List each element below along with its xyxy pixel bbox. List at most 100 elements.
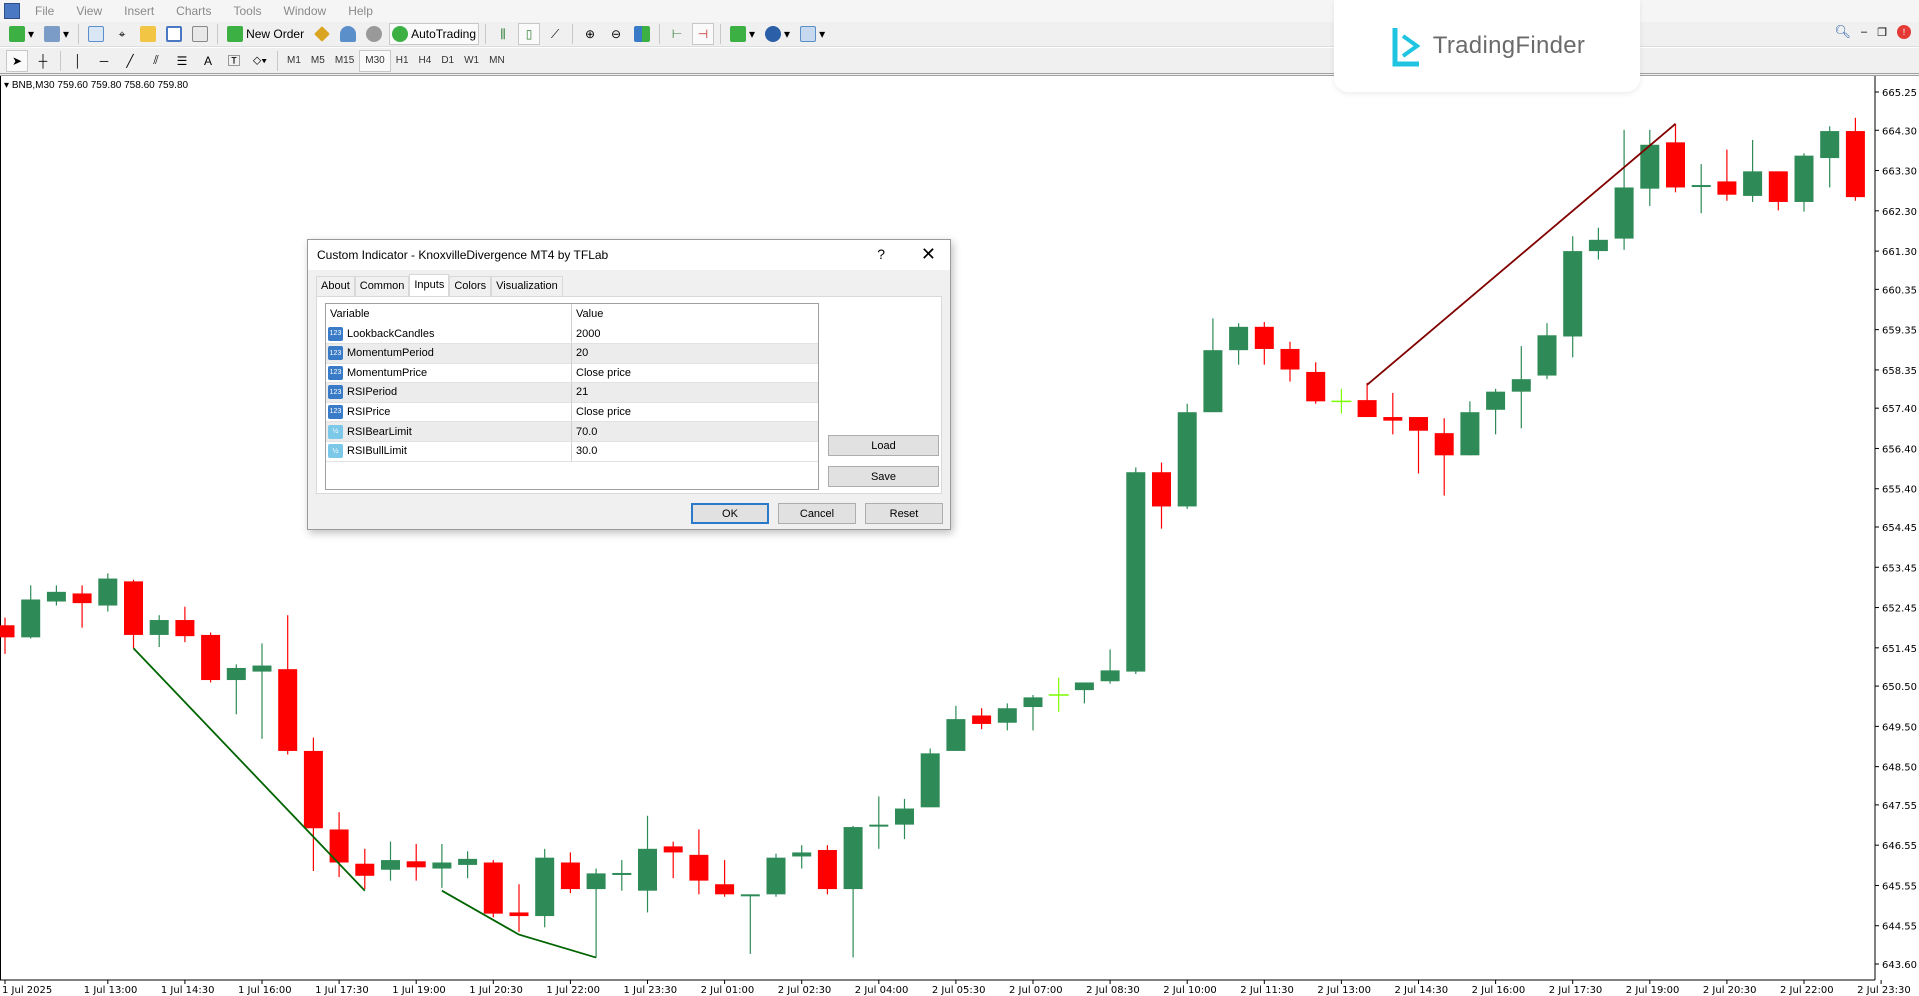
bearish-candle [483,862,503,914]
strategy-tester-button[interactable] [189,23,211,45]
param-value[interactable]: Close price [576,405,632,418]
cursor-button[interactable]: ➤ [6,49,28,72]
menu-view[interactable]: View [76,4,103,18]
help-button[interactable]: ? [877,246,885,262]
indicators-button[interactable]: ▾ [727,23,758,45]
param-row[interactable]: 123 RSIPeriod 21 [326,382,818,403]
zoom-out-button[interactable]: ⊖ [605,23,627,45]
column-header-variable: Variable [326,304,572,324]
timeframe-m1[interactable]: M1 [287,55,301,66]
zoom-in-button[interactable]: ⊕ [579,23,601,45]
collapse-arrow-icon[interactable]: ▾ [4,80,12,91]
menu-insert[interactable]: Insert [124,4,155,18]
text-button[interactable]: A [197,50,219,72]
text-label-button[interactable]: 🅃 [223,50,245,72]
save-button[interactable]: Save [828,466,939,487]
bearish-candle [1383,417,1403,421]
horizontal-line-button[interactable]: ─ [93,50,115,72]
candlestick-chart-button[interactable]: ▯ [518,23,541,45]
param-value[interactable]: Close price [576,366,632,379]
community-button[interactable] [337,23,359,45]
close-button[interactable]: ✕ [920,244,936,264]
menu-file[interactable]: File [35,4,55,18]
menu-help[interactable]: Help [348,4,373,18]
trendline-button[interactable]: ╱ [119,50,141,72]
vertical-line-button[interactable]: │ [67,50,89,72]
timeframe-w1[interactable]: W1 [464,55,480,66]
data-window-button[interactable]: ⌖ [111,23,133,45]
tab-about[interactable]: About [316,276,355,296]
arrows-button[interactable]: ⬦▾ [249,50,271,72]
timeframe-h4[interactable]: H4 [418,55,432,66]
load-button[interactable]: Load [828,435,939,456]
param-row[interactable]: 123 RSIPrice Close price [326,402,818,423]
param-row[interactable]: 123 MomentumPrice Close price [326,363,818,384]
signals-button[interactable] [363,23,385,45]
notification-icon[interactable]: ! [1897,25,1911,39]
timeframe-bar: M1 M5 M15 M30 H1 H4 D1 W1 MN [282,49,510,72]
bullish-candle [432,862,452,869]
param-value[interactable]: 2000 [576,327,601,340]
param-value[interactable]: 70.0 [576,425,598,438]
equidistant-channel-button[interactable]: ⫽ [145,50,167,72]
param-row[interactable]: 123 LookbackCandles 2000 [326,324,818,344]
bullish-candle [1614,187,1634,239]
terminal-button[interactable] [163,23,185,45]
autotrading-button[interactable]: AutoTrading [389,23,480,45]
timeframe-m30[interactable]: M30 [359,49,391,72]
timeframe-h1[interactable]: H1 [395,55,409,66]
signals-icon [366,26,383,42]
fibonacci-button[interactable]: ☰ [171,50,193,72]
param-value[interactable]: 20 [576,347,589,360]
restore-icon[interactable]: ❐ [1877,26,1887,39]
menu-window[interactable]: Window [283,4,327,18]
param-value[interactable]: 21 [576,386,589,399]
auto-scroll-button[interactable]: ⊣ [692,23,715,45]
time-label: 2 Jul 05:30 [932,985,986,996]
bullish-candle [1177,412,1197,507]
crosshair-button[interactable]: ┼ [32,50,54,72]
tile-windows-button[interactable] [631,23,653,45]
new-chart-button[interactable]: ▾ [6,23,37,45]
timeframe-d1[interactable]: D1 [441,55,455,66]
templates-button[interactable]: ▾ [797,23,828,45]
new-order-button[interactable]: New Order [224,23,307,45]
navigator-button[interactable] [137,23,159,45]
search-icon[interactable]: 🔍︎ [1834,24,1851,39]
timeframe-mn[interactable]: MN [489,55,505,66]
integer-type-icon: 123 [328,385,343,400]
price-label: 650.50 [1882,682,1917,693]
timeframe-m5[interactable]: M5 [310,55,325,66]
separator [659,24,661,44]
tab-common[interactable]: Common [354,276,410,296]
market-watch-button[interactable] [85,23,107,45]
chart-shift-button[interactable]: ⊢ [666,23,688,45]
time-label: 1 Jul 23:30 [624,985,678,996]
param-row[interactable]: ½ RSIBullLimit 30.0 [326,441,818,462]
tab-colors[interactable]: Colors [449,276,492,296]
crosshair-icon: ┼ [38,53,48,68]
line-chart-button[interactable]: ⟋ [544,23,566,45]
price-label: 661.30 [1882,247,1917,258]
tab-visualization[interactable]: Visualization [491,276,563,296]
price-chart[interactable]: 665.25 664.30 663.30 662.30 661.30 660.35 659.… [0,76,1919,996]
periods-button[interactable]: ▾ [762,23,793,45]
timeframe-m15[interactable]: M15 [334,55,355,66]
param-row[interactable]: 123 MomentumPeriod 20 [326,343,818,364]
param-row[interactable]: ½ RSIBearLimit 70.0 [326,422,818,442]
profiles-button[interactable]: ▾ [41,23,72,45]
menu-tools[interactable]: Tools [233,4,262,18]
cancel-button[interactable]: Cancel [778,503,856,524]
param-value[interactable]: 30.0 [576,445,598,458]
minimize-icon[interactable]: – [1861,26,1868,38]
reset-button[interactable]: Reset [865,503,943,524]
double-type-icon: ½ [328,424,343,439]
metaeditor-button[interactable] [311,23,333,45]
bar-chart-button[interactable]: ⫼ [492,23,514,45]
text-label-icon: 🅃 [227,54,240,68]
separator [485,24,487,44]
bearish-candle [1845,131,1865,198]
ok-button[interactable]: OK [691,503,769,524]
menu-charts[interactable]: Charts [176,4,212,18]
tab-inputs[interactable]: Inputs [409,274,450,296]
